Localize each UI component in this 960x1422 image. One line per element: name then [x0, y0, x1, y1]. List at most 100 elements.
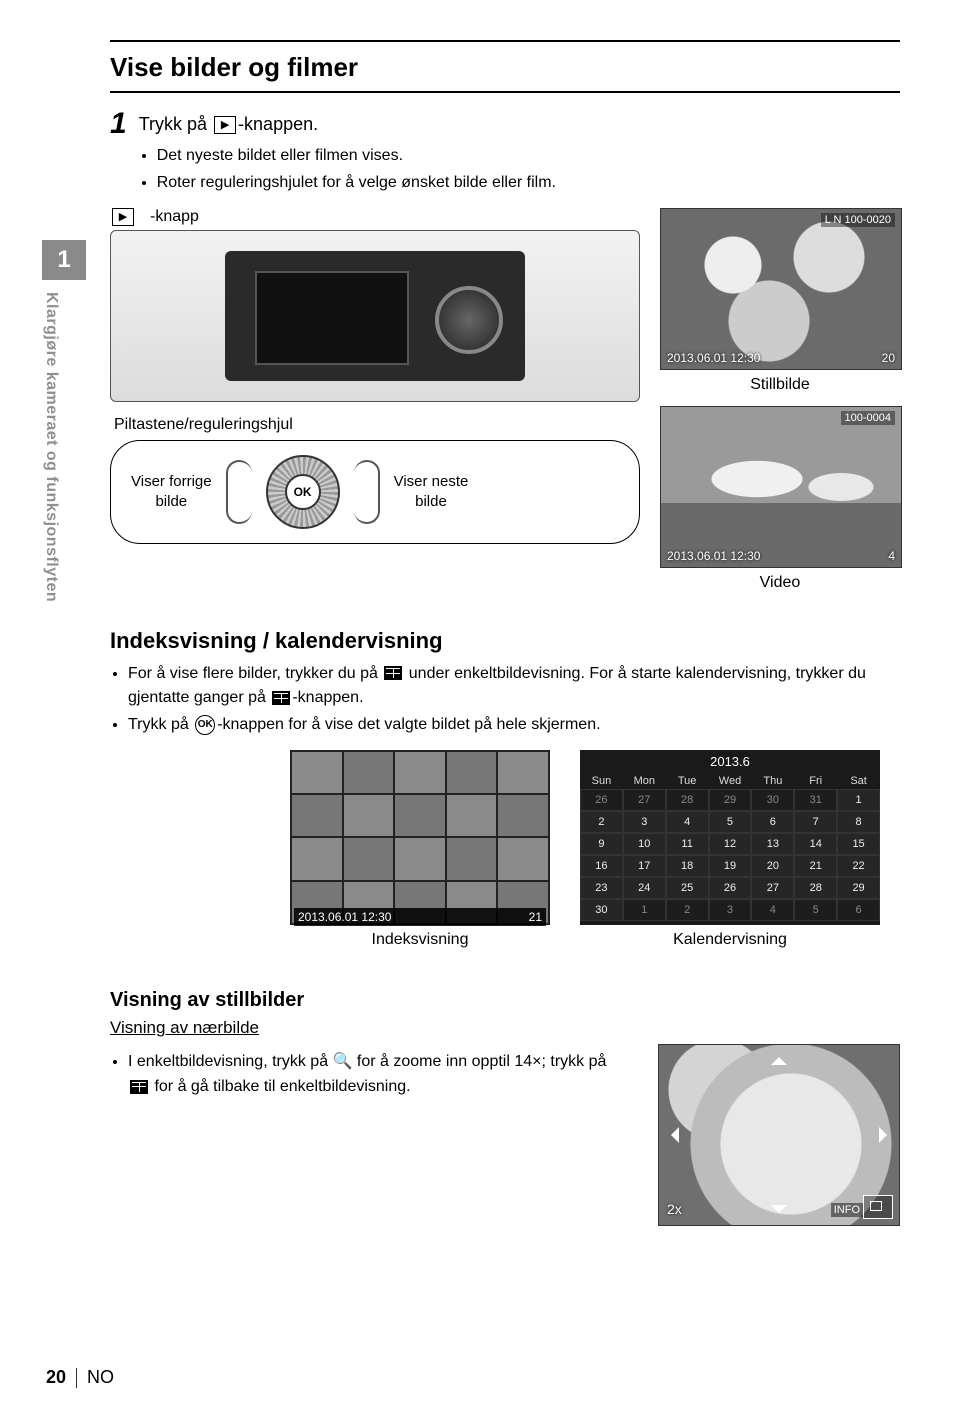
page-footer: 20 NO: [46, 1367, 114, 1388]
zoom-level: 2x: [667, 1201, 682, 1217]
ok-icon: OK: [195, 715, 215, 735]
calendar-cell: 29: [709, 789, 752, 811]
calendar-cell: 16: [580, 855, 623, 877]
calendar-cell: 24: [623, 877, 666, 899]
video-file-info: 100-0004: [841, 411, 896, 425]
index-caption: Indeksvisning: [290, 931, 550, 949]
page-lang: NO: [87, 1367, 114, 1388]
calendar-cell: 25: [666, 877, 709, 899]
calendar-cell: 3: [623, 811, 666, 833]
calendar-cell: 13: [751, 833, 794, 855]
calendar-day-header: Fri: [794, 773, 837, 789]
next-image-label: Viser neste: [394, 472, 469, 492]
index-calendar-bullets: For å vise flere bilder, trykker du på u…: [110, 662, 900, 738]
arrowpad-label: Piltastene/reguleringshjul: [114, 416, 640, 434]
calendar-cell: 5: [794, 899, 837, 921]
play-icon: ▶: [112, 208, 134, 226]
index-display-preview: 2013.06.01 12:30 21: [290, 750, 550, 925]
calendar-cell: 10: [623, 833, 666, 855]
camera-illustration: [110, 230, 640, 402]
calendar-cell: 17: [623, 855, 666, 877]
calendar-day-header: Mon: [623, 773, 666, 789]
page-number: 20: [46, 1367, 66, 1388]
calendar-cell: 30: [580, 899, 623, 921]
calendar-cell: 26: [580, 789, 623, 811]
bullet-item: For å vise flere bilder, trykker du på u…: [128, 662, 900, 712]
bullet-item: Roter reguleringshjulet for å velge ønsk…: [157, 171, 556, 196]
closeup-preview: 2x INFO: [658, 1044, 900, 1226]
bullet-item: I enkeltbildevisning, trykk på 🔍 for å z…: [128, 1050, 628, 1100]
calendar-cell: 19: [709, 855, 752, 877]
closeup-bullets: I enkeltbildevisning, trykk på 🔍 for å z…: [110, 1050, 628, 1100]
calendar-day-header: Tue: [666, 773, 709, 789]
video-preview: 100-0004 2013.06.01 12:30 4: [660, 406, 902, 568]
calendar-cell: 4: [666, 811, 709, 833]
magnify-icon: 🔍: [333, 1053, 353, 1070]
calendar-title: 2013.6: [580, 750, 880, 773]
calendar-cell: 12: [709, 833, 752, 855]
nav-minimap: [863, 1195, 893, 1219]
chapter-tab-number: 1: [42, 240, 86, 280]
calendar-cell: 5: [709, 811, 752, 833]
video-date: 2013.06.01 12:30: [667, 549, 760, 563]
grid-icon: [130, 1080, 148, 1094]
calendar-day-header: Wed: [709, 773, 752, 789]
calendar-day-header: Sun: [580, 773, 623, 789]
closeup-heading: Visning av nærbilde: [110, 1018, 900, 1038]
calendar-cell: 15: [837, 833, 880, 855]
calendar-cell: 18: [666, 855, 709, 877]
next-image-label: bilde: [394, 492, 469, 512]
still-count: 20: [882, 351, 895, 365]
prev-image-label: bilde: [131, 492, 212, 512]
video-caption: Video: [660, 574, 900, 592]
calendar-cell: 26: [709, 877, 752, 899]
calendar-cell: 9: [580, 833, 623, 855]
calendar-cell: 7: [794, 811, 837, 833]
index-count: 21: [529, 910, 542, 924]
playback-button-label: -knapp: [150, 208, 199, 226]
section-title: Vise bilder og filmer: [110, 52, 900, 83]
info-badge: INFO: [831, 1203, 863, 1217]
bullet-item: Trykk på OK-knappen for å vise det valgt…: [128, 713, 900, 738]
calendar-cell: 22: [837, 855, 880, 877]
calendar-day-header: Thu: [751, 773, 794, 789]
play-icon: ▶: [214, 116, 236, 134]
calendar-cell: 1: [623, 899, 666, 921]
ok-dial-icon: OK: [266, 455, 340, 529]
calendar-cell: 3: [709, 899, 752, 921]
calendar-cell: 28: [794, 877, 837, 899]
still-caption: Stillbilde: [660, 376, 900, 394]
ok-button-label: OK: [285, 474, 321, 510]
calendar-cell: 14: [794, 833, 837, 855]
calendar-cell: 2: [580, 811, 623, 833]
still-date: 2013.06.01 12:30: [667, 351, 760, 365]
calendar-cell: 21: [794, 855, 837, 877]
calendar-cell: 2: [666, 899, 709, 921]
calendar-cell: 30: [751, 789, 794, 811]
subheading-still-view: Visning av stillbilder: [110, 989, 900, 1012]
calendar-cell: 4: [751, 899, 794, 921]
still-image-preview: L N 100-0020 2013.06.01 12:30 20: [660, 208, 902, 370]
grid-icon: [272, 691, 290, 705]
chapter-tab-label: Klargjøre kameraet og funksjonsflyten: [42, 280, 60, 852]
calendar-cell: 28: [666, 789, 709, 811]
calendar-cell: 27: [623, 789, 666, 811]
arrowpad-diagram: Viser forrige bilde OK Viser neste bilde: [110, 440, 640, 544]
calendar-caption: Kalendervisning: [580, 931, 880, 949]
calendar-cell: 20: [751, 855, 794, 877]
calendar-cell: 23: [580, 877, 623, 899]
calendar-cell: 29: [837, 877, 880, 899]
prev-image-label: Viser forrige: [131, 472, 212, 492]
step-text-part: -knappen.: [238, 114, 318, 134]
step-text-part: Trykk på: [139, 114, 212, 134]
step-text: Trykk på ▶-knappen.: [139, 111, 556, 138]
step-1: 1 Trykk på ▶-knappen. Det nyeste bildet …: [110, 111, 900, 198]
calendar-day-header: Sat: [837, 773, 880, 789]
calendar-cell: 1: [837, 789, 880, 811]
step-bullets: Det nyeste bildet eller filmen vises.Rot…: [139, 144, 556, 196]
subheading-index-calendar: Indeksvisning / kalendervisning: [110, 628, 900, 654]
calendar-cell: 8: [837, 811, 880, 833]
calendar-cell: 11: [666, 833, 709, 855]
index-date: 2013.06.01 12:30: [298, 910, 391, 924]
calendar-cell: 27: [751, 877, 794, 899]
